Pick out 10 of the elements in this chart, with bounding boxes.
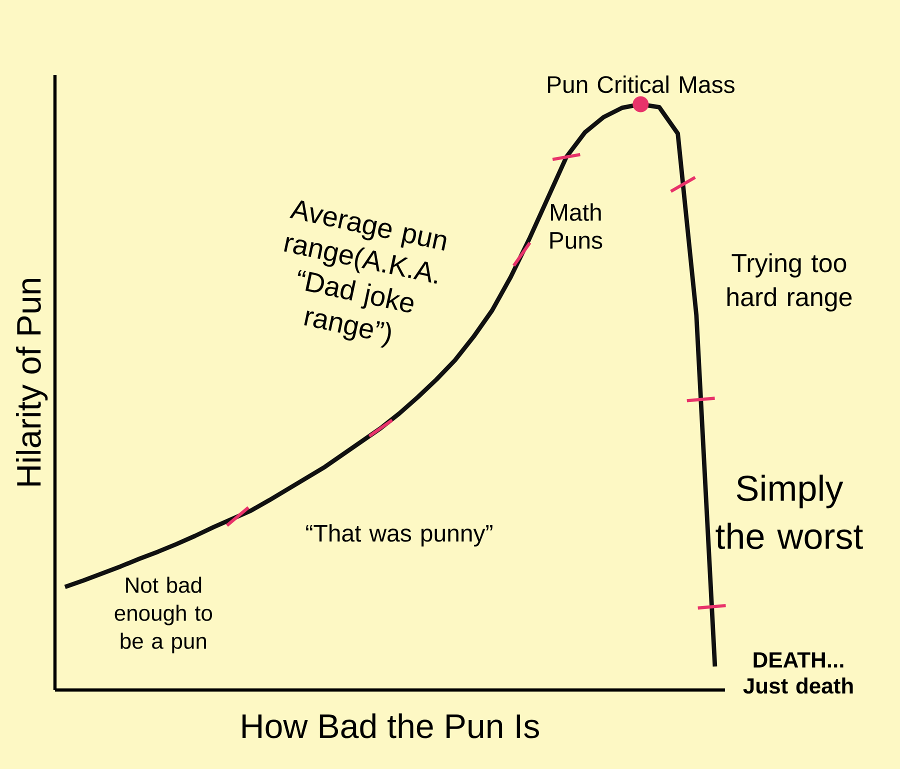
text: Pun Critical Mass: [548, 75, 734, 94]
x-axis-title: How Bad the Pun Is: [242, 713, 539, 738]
annotation: Not bad enough to be a pun: [114, 576, 212, 654]
annotation: Math Puns: [550, 203, 602, 249]
annotation: Simply the worst: [716, 474, 863, 550]
y-axis-title: Hilarity of Pun: [16, 278, 48, 486]
text: DEATH... Just death: [743, 652, 853, 694]
text: Trying too hard range: [727, 253, 852, 312]
annotation: “That was punny”: [306, 524, 492, 547]
annotation: Average pun range(A.K.A. “Dad joke range”): [284, 200, 446, 348]
